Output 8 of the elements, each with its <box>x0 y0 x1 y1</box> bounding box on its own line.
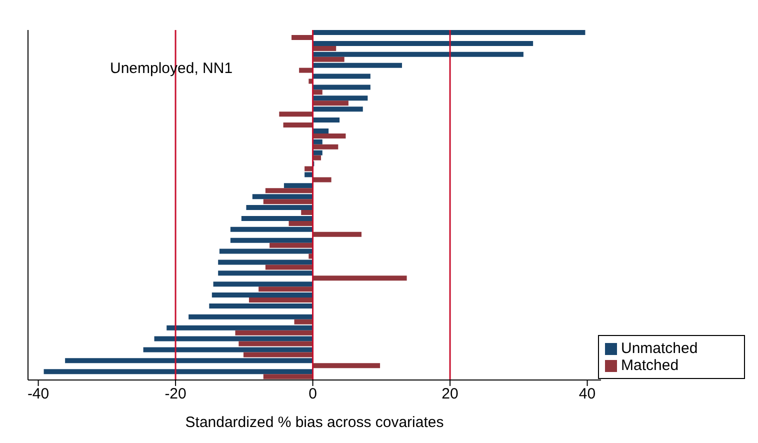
legend-label: Unmatched <box>621 340 698 357</box>
x-tick-label: 20 <box>442 386 458 403</box>
x-tick-label: 40 <box>578 386 596 403</box>
x-tick-label: 0 <box>308 386 317 403</box>
x-tick-label: -40 <box>27 386 50 403</box>
legend-label: Matched <box>621 357 679 374</box>
x-axis-title: Standardized % bias across covariates <box>185 414 444 431</box>
x-tick-label: -20 <box>164 386 186 403</box>
